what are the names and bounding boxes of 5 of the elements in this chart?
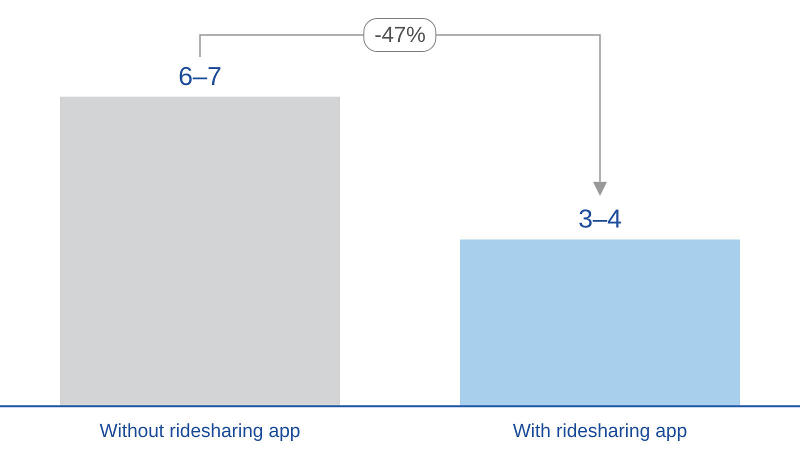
data-label: 6–7 (178, 60, 222, 91)
text: -47% (363, 18, 437, 52)
x-tick-label: With ridesharing app (512, 420, 688, 442)
x-tick-label: Without ridesharing app (100, 420, 300, 442)
data-label: 3–4 (578, 204, 622, 234)
